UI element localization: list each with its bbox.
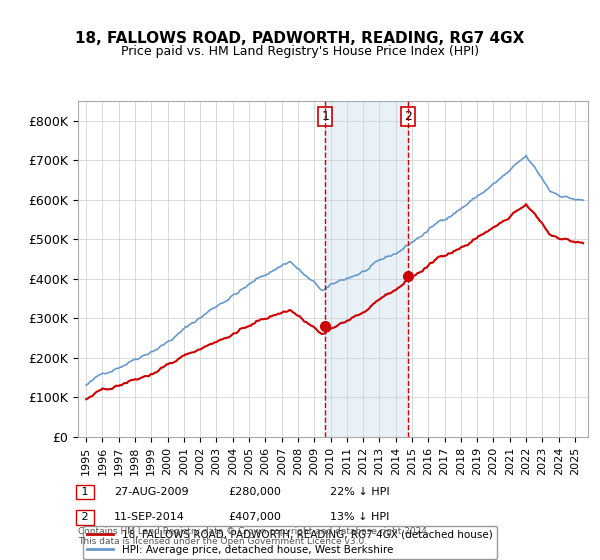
Text: Contains HM Land Registry data © Crown copyright and database right 2024.
This d: Contains HM Land Registry data © Crown c…: [78, 526, 430, 546]
Text: Price paid vs. HM Land Registry's House Price Index (HPI): Price paid vs. HM Land Registry's House …: [121, 45, 479, 58]
Text: £280,000: £280,000: [228, 487, 281, 497]
Text: 2: 2: [404, 110, 412, 123]
Text: 27-AUG-2009: 27-AUG-2009: [114, 487, 188, 497]
Text: £407,000: £407,000: [228, 512, 281, 522]
Text: 13% ↓ HPI: 13% ↓ HPI: [330, 512, 389, 522]
Text: 22% ↓ HPI: 22% ↓ HPI: [330, 487, 389, 497]
Text: 1: 1: [321, 110, 329, 123]
Text: 2: 2: [78, 512, 92, 522]
Text: 1: 1: [78, 487, 92, 497]
Bar: [325, 101, 408, 437]
Text: 18, FALLOWS ROAD, PADWORTH, READING, RG7 4GX: 18, FALLOWS ROAD, PADWORTH, READING, RG7…: [76, 31, 524, 46]
Legend: 18, FALLOWS ROAD, PADWORTH, READING, RG7 4GX (detached house), HPI: Average pric: 18, FALLOWS ROAD, PADWORTH, READING, RG7…: [83, 526, 497, 559]
Text: 11-SEP-2014: 11-SEP-2014: [114, 512, 185, 522]
